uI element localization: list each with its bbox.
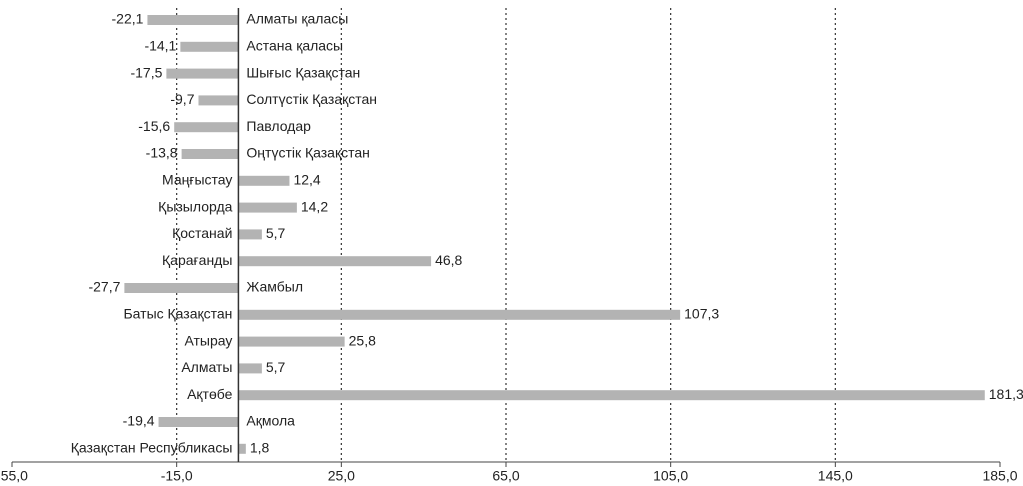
bar	[238, 390, 985, 401]
bar	[166, 68, 239, 79]
x-tick-label: 65,0	[492, 468, 519, 484]
x-tick-label: 25,0	[328, 468, 355, 484]
category-label: Маңғыстау	[162, 172, 232, 188]
x-tick-label: 145,0	[818, 468, 853, 484]
value-label: -13,8	[146, 145, 178, 161]
value-label: 14,2	[301, 198, 328, 214]
bar	[180, 41, 239, 52]
category-label: Алматы қаласы	[246, 11, 348, 27]
category-label: Жамбыл	[246, 279, 303, 295]
bar	[147, 15, 239, 25]
bar	[238, 443, 246, 454]
bar	[198, 95, 239, 106]
bar	[238, 229, 262, 240]
value-label: 181,3	[989, 386, 1023, 402]
category-label: Павлодар	[246, 118, 311, 134]
bar	[238, 256, 432, 267]
value-label: 5,7	[266, 225, 286, 241]
category-label: Атырау	[184, 332, 232, 348]
bar	[238, 363, 262, 374]
value-label: 1,8	[250, 440, 270, 456]
value-label: -15,6	[138, 118, 170, 134]
value-label: -22,1	[112, 11, 144, 27]
category-label: Қостанай	[172, 225, 232, 241]
value-label: 46,8	[435, 252, 462, 268]
bar	[158, 417, 239, 427]
x-tick-label: 185,0	[982, 468, 1017, 484]
value-label: 25,8	[349, 332, 376, 348]
bar	[124, 283, 239, 293]
category-label: Астана қаласы	[246, 38, 343, 54]
category-label: Батыс Қазақстан	[123, 306, 232, 322]
value-label: -27,7	[88, 279, 120, 295]
category-label: Солтүстік Қазақстан	[246, 91, 377, 107]
x-tick-label: 105,0	[653, 468, 688, 484]
category-label: Қазақстан Республикасы	[71, 440, 233, 456]
bar	[238, 202, 297, 213]
x-tick-label: -15,0	[161, 468, 193, 484]
category-label: Шығыс Қазақстан	[246, 64, 360, 80]
value-label: -17,5	[130, 64, 162, 80]
bar	[181, 149, 239, 159]
bar	[238, 175, 290, 186]
category-label: Алматы	[181, 359, 232, 375]
category-label: Қарағанды	[162, 252, 232, 268]
value-label: 12,4	[293, 172, 320, 188]
value-label: 5,7	[266, 359, 286, 375]
value-label: -19,4	[123, 413, 155, 429]
bar	[174, 122, 239, 133]
category-label: Ақтөбе	[187, 386, 233, 402]
category-label: Қызылорда	[158, 198, 232, 214]
value-label: -14,1	[144, 38, 176, 54]
bar	[238, 309, 681, 320]
category-label: Ақмола	[246, 413, 295, 429]
value-label: 107,3	[684, 306, 719, 322]
bar	[238, 336, 345, 347]
x-tick-label: -55,0	[0, 468, 28, 484]
value-label: -9,7	[170, 91, 194, 107]
category-label: Оңтүстік Қазақстан	[246, 145, 369, 161]
